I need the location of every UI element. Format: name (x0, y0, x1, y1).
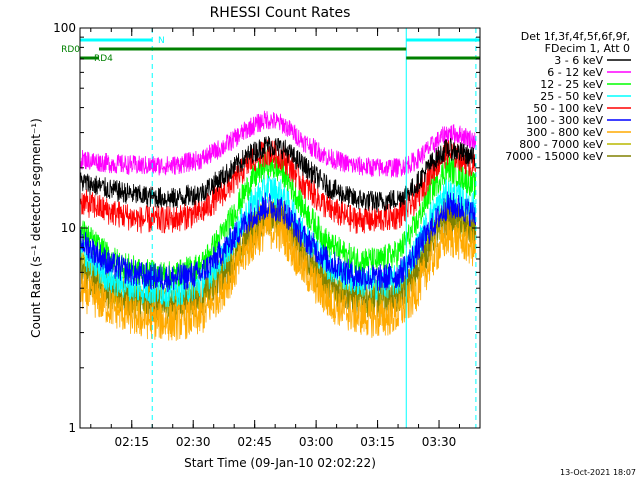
series-line-50-100-kev (80, 139, 477, 234)
legend-label-300-800-kev: 300 - 800 keV (526, 126, 603, 139)
series-lines (80, 110, 477, 341)
legend-label-12-25-kev: 12 - 25 keV (540, 78, 603, 91)
series-line-3-6-kev (80, 136, 477, 213)
y-tick-label: 100 (53, 21, 76, 35)
legend: Det 1f,3f,4f,5f,6f,9f, FDecim 1, Att 0 3… (505, 30, 631, 163)
flag-label-rd4: RD4 (94, 54, 113, 64)
legend-header-line-2: FDecim 1, Att 0 (545, 42, 630, 55)
series-line-300-800-kev (80, 209, 477, 341)
legend-label-7000-15000-kev: 7000 - 15000 keV (505, 150, 603, 163)
series-line-100-300-kev (80, 191, 477, 293)
legend-label-3-6-kev: 3 - 6 keV (554, 54, 603, 67)
flag-label-rd0: RD0 (61, 45, 80, 55)
x-tick-label: 03:30 (422, 435, 457, 449)
x-tick-label: 02:45 (237, 435, 272, 449)
y-axis-label: Count Rate (s⁻¹ detector segment⁻¹) (29, 118, 43, 338)
x-tick-label: 02:30 (176, 435, 211, 449)
series-line-7000-15000-kev (80, 199, 477, 324)
legend-label-50-100-kev: 50 - 100 keV (533, 102, 603, 115)
y-tick-label: 10 (61, 221, 76, 235)
x-axis-label: Start Time (09-Jan-10 02:02:22) (184, 456, 376, 470)
legend-label-25-50-kev: 25 - 50 keV (540, 90, 603, 103)
x-tick-label: 03:15 (360, 435, 395, 449)
flag-label-n: N (158, 36, 165, 46)
chart-title: RHESSI Count Rates (210, 5, 351, 21)
flag-bars: N RD0 RD4 (61, 36, 480, 64)
x-tick-label: 02:15 (114, 435, 149, 449)
legend-header-line-1: Det 1f,3f,4f,5f,6f,9f, (521, 30, 630, 43)
legend-label-800-7000-kev: 800 - 7000 keV (519, 138, 603, 151)
legend-label-6-12-kev: 6 - 12 keV (547, 66, 603, 79)
x-axis-ticks: 02:15 02:30 02:45 03:00 03:15 03:30 (90, 28, 481, 449)
legend-label-100-300-kev: 100 - 300 keV (526, 114, 603, 127)
series-line-6-12-kev (80, 110, 477, 178)
y-axis-ticks: 1 10 100 (53, 21, 480, 435)
timestamp: 13-Oct-2021 18:07 (560, 468, 636, 477)
y-tick-label: 1 (68, 421, 76, 435)
x-tick-label: 03:00 (299, 435, 334, 449)
